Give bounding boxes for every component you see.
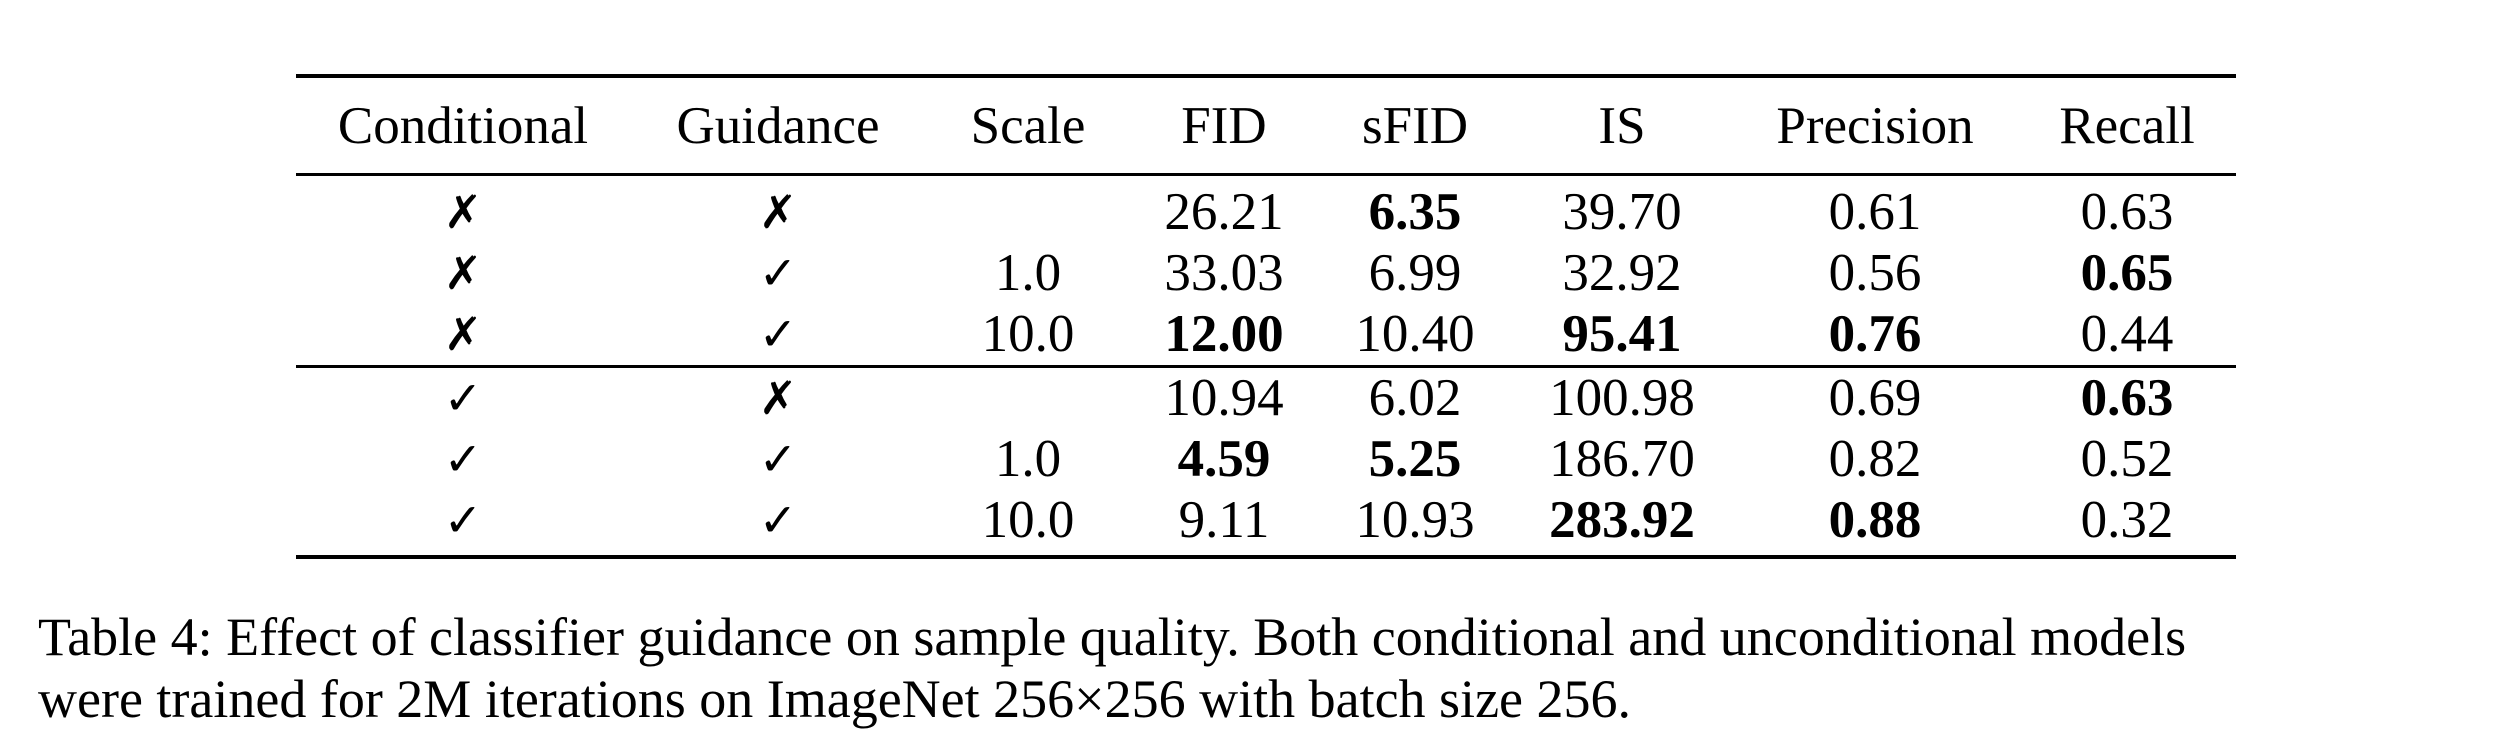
cell-recall: 0.52 [2080,430,2174,488]
cell-fid: 10.94 [1164,369,1284,427]
table-row: ✗ ✗ 26.21 6.35 39.70 0.61 0.63 [296,175,2236,244]
cross-mark-icon: ✗ [443,185,483,239]
check-mark-icon: ✓ [758,493,798,547]
cell-sfid: 10.93 [1355,491,1475,549]
header-scale: Scale [970,96,1086,155]
cross-mark-icon: ✗ [758,185,798,239]
table-row: ✗ ✓ 10.0 12.00 10.40 95.41 0.76 0.44 [296,304,2236,367]
cell-sfid: 6.99 [1368,244,1462,302]
caption-line-1: Table 4: Effect of classifier guidance o… [38,607,2187,667]
header-is: IS [1598,96,1646,155]
cell-fid: 4.59 [1177,430,1271,488]
cell-scale [926,175,1130,244]
cell-scale: 10.0 [981,305,1075,363]
cell-is: 283.92 [1549,491,1695,549]
header-conditional: Conditional [337,96,589,155]
check-mark-icon: ✓ [443,371,483,425]
results-table: Conditional Guidance Scale FID sFID IS P… [296,74,2236,559]
cross-mark-icon: ✗ [443,307,483,361]
cell-scale [926,367,1130,430]
cell-fid: 26.21 [1164,183,1284,241]
check-mark-icon: ✓ [758,307,798,361]
table-caption: Table 4: Effect of classifier guidance o… [38,606,2498,730]
cell-is: 95.41 [1562,305,1682,363]
check-mark-icon: ✓ [758,432,798,486]
cell-precision: 0.69 [1828,369,1922,427]
check-mark-icon: ✓ [758,246,798,300]
cell-recall: 0.63 [2080,183,2174,241]
check-mark-icon: ✓ [443,432,483,486]
cell-recall: 0.63 [2080,369,2174,427]
cell-fid: 33.03 [1164,244,1284,302]
cell-scale: 10.0 [981,491,1075,549]
cell-fid: 9.11 [1178,491,1270,549]
cell-recall: 0.44 [2080,305,2174,363]
cell-is: 100.98 [1549,369,1695,427]
check-mark-icon: ✓ [443,493,483,547]
cell-precision: 0.88 [1828,491,1922,549]
cell-fid: 12.00 [1164,305,1284,363]
header-guidance: Guidance [676,96,880,155]
cross-mark-icon: ✗ [758,371,798,425]
cell-sfid: 6.02 [1368,369,1462,427]
cell-scale: 1.0 [994,430,1062,488]
cell-sfid: 5.25 [1368,430,1462,488]
cell-recall: 0.32 [2080,491,2174,549]
cell-is: 39.70 [1562,183,1682,241]
header-precision: Precision [1776,96,1974,155]
cell-sfid: 6.35 [1368,183,1462,241]
cross-mark-icon: ✗ [443,246,483,300]
cell-precision: 0.61 [1828,183,1922,241]
caption-line-2: were trained for 2M iterations on ImageN… [38,669,1631,729]
table-row: ✓ ✓ 1.0 4.59 5.25 186.70 0.82 0.52 [296,429,2236,490]
cell-recall: 0.65 [2080,244,2174,302]
header-fid: FID [1181,96,1267,155]
header-sfid: sFID [1361,96,1469,155]
cell-scale: 1.0 [994,244,1062,302]
cell-sfid: 10.40 [1355,305,1475,363]
table-row: ✗ ✓ 1.0 33.03 6.99 32.92 0.56 0.65 [296,243,2236,304]
cell-precision: 0.76 [1828,305,1922,363]
table-header-row: Conditional Guidance Scale FID sFID IS P… [296,76,2236,175]
cell-is: 32.92 [1562,244,1682,302]
table-row: ✓ ✓ 10.0 9.11 10.93 283.92 0.88 0.32 [296,490,2236,557]
table-row: ✓ ✗ 10.94 6.02 100.98 0.69 0.63 [296,367,2236,430]
results-table-container: Conditional Guidance Scale FID sFID IS P… [296,74,2236,559]
cell-precision: 0.82 [1828,430,1922,488]
cell-is: 186.70 [1549,430,1695,488]
header-recall: Recall [2059,96,2195,155]
cell-precision: 0.56 [1828,244,1922,302]
